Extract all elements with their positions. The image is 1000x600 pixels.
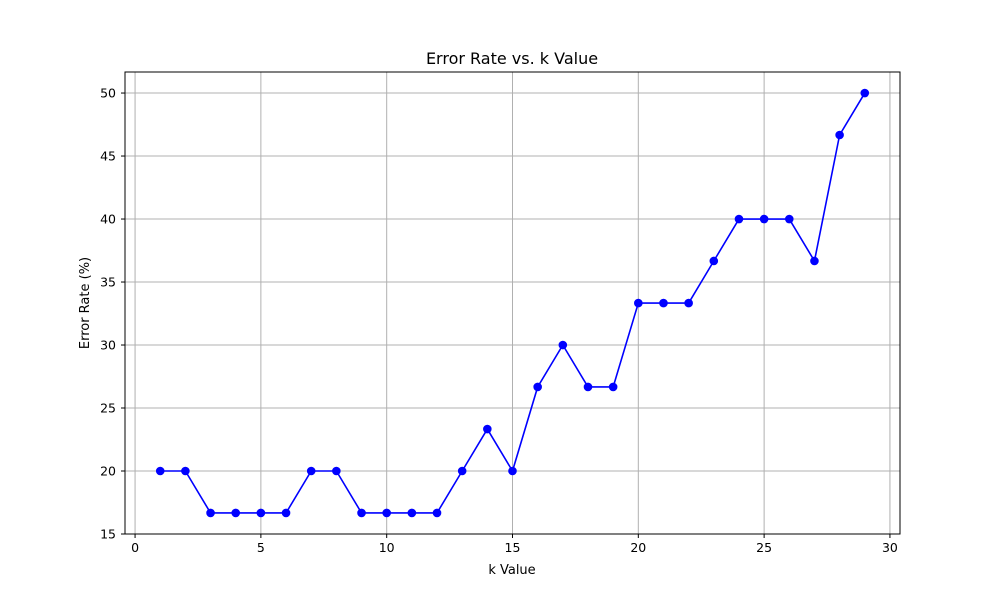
data-point xyxy=(583,382,593,392)
x-tick-label: 25 xyxy=(756,540,772,555)
data-point xyxy=(759,214,769,224)
y-tick-label: 15 xyxy=(100,527,116,542)
data-point xyxy=(810,256,819,266)
x-tick-label: 30 xyxy=(882,540,898,555)
y-tick-label: 45 xyxy=(100,149,116,164)
x-tick-label: 5 xyxy=(257,540,265,555)
data-point xyxy=(231,508,241,518)
y-tick-label: 30 xyxy=(100,338,116,353)
data-point xyxy=(483,424,492,434)
y-tick-label: 40 xyxy=(100,212,116,227)
data-point xyxy=(256,508,266,518)
y-tick-label: 20 xyxy=(100,464,116,479)
data-point xyxy=(357,508,366,518)
data-point xyxy=(206,508,215,518)
data-point xyxy=(634,298,643,308)
x-tick-label: 20 xyxy=(630,540,646,555)
data-point xyxy=(608,382,618,392)
data-point xyxy=(432,508,442,518)
data-point xyxy=(684,298,693,308)
chart-title: Error Rate vs. k Value xyxy=(426,49,598,68)
x-tick-label: 10 xyxy=(379,540,395,555)
x-tick-label: 0 xyxy=(131,540,139,555)
data-point xyxy=(734,214,744,224)
y-tick-label: 25 xyxy=(100,401,116,416)
data-point xyxy=(407,508,417,518)
y-axis-ticks: 15 20 25 30 35 40 45 50 xyxy=(100,86,125,542)
data-point xyxy=(306,466,316,476)
y-tick-label: 50 xyxy=(100,86,116,101)
data-point xyxy=(659,298,668,308)
y-axis-label: Error Rate (%) xyxy=(78,257,93,349)
data-point xyxy=(382,508,391,518)
data-point xyxy=(332,466,341,476)
data-point xyxy=(281,508,291,518)
data-point xyxy=(155,466,165,476)
x-tick-label: 15 xyxy=(505,540,521,555)
data-point xyxy=(457,466,467,476)
series-error-rate xyxy=(155,88,870,518)
data-point xyxy=(181,466,190,476)
x-axis-label: k Value xyxy=(488,563,535,578)
data-point xyxy=(508,466,517,476)
x-axis-ticks: 0 5 10 15 20 25 30 xyxy=(131,534,898,555)
data-point xyxy=(558,340,568,350)
data-point xyxy=(835,130,844,140)
data-point xyxy=(784,214,794,224)
data-point xyxy=(533,382,542,392)
data-point xyxy=(709,256,719,266)
y-tick-label: 35 xyxy=(100,275,116,290)
data-point xyxy=(860,88,870,98)
